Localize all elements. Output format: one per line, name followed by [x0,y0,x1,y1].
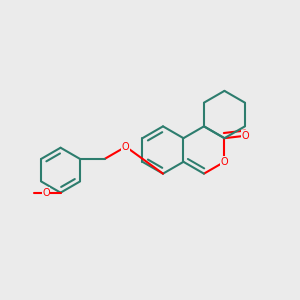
Text: O: O [122,142,130,152]
Text: O: O [42,188,50,198]
Text: O: O [220,157,228,167]
Text: O: O [242,131,250,141]
